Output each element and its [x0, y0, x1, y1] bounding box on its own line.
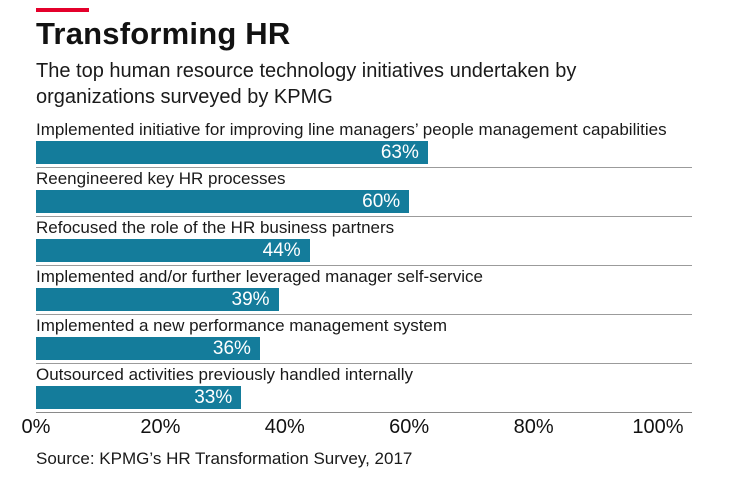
- bar: 60%: [36, 190, 410, 213]
- x-axis-tick-label: 80%: [513, 416, 554, 438]
- bar-value-label: 33%: [194, 387, 233, 408]
- bar: 33%: [36, 386, 242, 409]
- accent-bar: [36, 8, 89, 12]
- x-axis: 0% 20% 40% 60% 80% 100%: [22, 415, 684, 439]
- bar-row: Implemented and/or further leveraged man…: [36, 266, 716, 315]
- bar-label: Implemented a new performance management…: [36, 316, 448, 335]
- bar-value-label: 39%: [231, 289, 270, 310]
- bar-track: 36%: [36, 337, 658, 360]
- row-separator: [36, 412, 692, 413]
- bar: 44%: [36, 239, 310, 262]
- bar: 39%: [36, 288, 279, 311]
- bar-row: Outsourced activities previously handled…: [36, 364, 716, 413]
- bar-value-label: 36%: [212, 338, 251, 359]
- bar-value-label: 63%: [380, 142, 419, 163]
- bar-track: 33%: [36, 386, 658, 409]
- row-separator: [36, 265, 692, 266]
- bar-label: Implemented and/or further leveraged man…: [36, 267, 483, 286]
- x-axis-tick-label: 60%: [389, 416, 430, 438]
- bar-value-label: 44%: [262, 240, 301, 261]
- x-axis-tick-label: 100%: [632, 416, 684, 438]
- bar-row: Refocused the role of the HR business pa…: [36, 217, 716, 266]
- source-note: Source: KPMG’s HR Transformation Survey,…: [36, 449, 413, 468]
- x-axis-tick-label: 40%: [264, 416, 305, 438]
- bar-label: Reengineered key HR processes: [36, 169, 286, 188]
- row-separator: [36, 216, 692, 217]
- bar-label: Outsourced activities previously handled…: [36, 365, 414, 384]
- bar-track: 44%: [36, 239, 658, 262]
- x-axis-tick-label: 0%: [21, 416, 51, 438]
- bar-track: 60%: [36, 190, 658, 213]
- bar-label: Implemented initiative for improving lin…: [36, 120, 667, 139]
- chart-subtitle: The top human resource technology initia…: [36, 60, 577, 108]
- bar-row: Reengineered key HR processes 60%: [36, 168, 716, 217]
- bar-row: Implemented a new performance management…: [36, 315, 716, 364]
- page-title: Transforming HR: [36, 16, 291, 51]
- bar-value-label: 60%: [362, 191, 401, 212]
- bar-label: Refocused the role of the HR business pa…: [36, 218, 395, 237]
- x-axis-tick-label: 20%: [140, 416, 181, 438]
- bar-rows: Implemented initiative for improving lin…: [36, 119, 716, 413]
- bar: 36%: [36, 337, 260, 360]
- bar: 63%: [36, 141, 428, 164]
- row-separator: [36, 167, 692, 168]
- bar-row: Implemented initiative for improving lin…: [36, 119, 716, 168]
- row-separator: [36, 314, 692, 315]
- row-separator: [36, 363, 692, 364]
- bar-track: 63%: [36, 141, 658, 164]
- bar-track: 39%: [36, 288, 658, 311]
